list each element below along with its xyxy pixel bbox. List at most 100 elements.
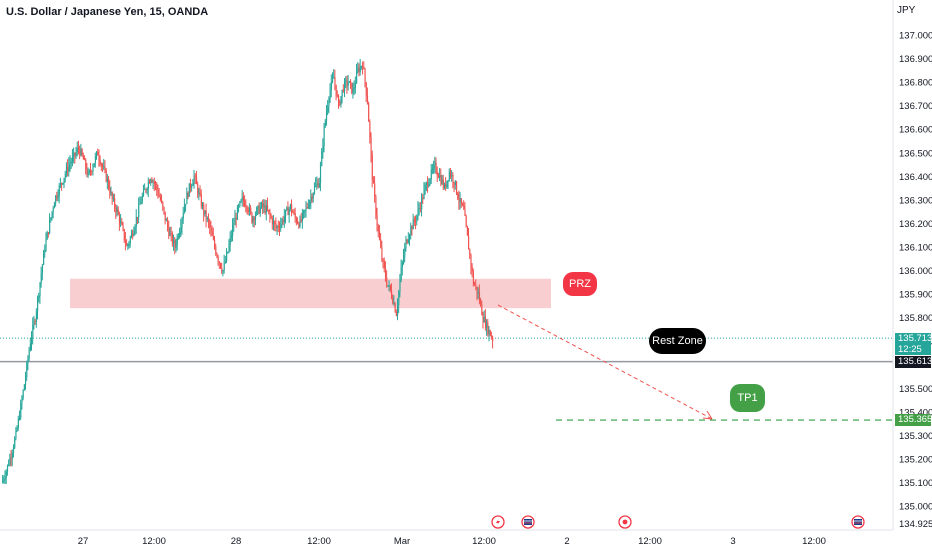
candle-body [37,297,39,312]
candle-body [491,335,493,338]
x-tick-label: 12:00 [307,536,331,547]
candle-body [169,233,171,236]
candle-body [357,68,359,72]
candle-body [194,175,196,177]
candle-body [63,178,65,184]
y-axis: 137.000 136.900 136.800 136.700 136.600 136.5… [892,0,932,530]
candle-body [73,152,75,157]
candle-body [108,178,110,188]
y-tick-label: 135.300 [899,431,932,442]
candle-body [475,285,477,287]
candle-body [299,219,301,227]
candle-body [394,303,396,312]
candle-body [181,218,183,227]
projection-arrow [497,304,713,420]
y-tick-label: 134.925 [899,519,932,530]
record-icon[interactable] [618,515,632,529]
candle-body [332,78,334,82]
candle-body [160,196,162,200]
candle-body [470,255,472,267]
candle-body [268,209,270,212]
candle-body [398,291,400,306]
x-axis: 27 12:00 28 12:00 Mar 12:00 2 12:00 3 12:00 [0,529,893,547]
candles [2,59,494,485]
candle-body [376,214,378,226]
candle-body [61,183,63,184]
candle-body [247,209,249,212]
candle-body [42,264,44,274]
candle-body [188,183,190,197]
candle-body [55,195,57,204]
rest-zone-badge[interactable]: Rest Zone [649,328,706,354]
candle-body [444,184,446,188]
y-tick-label: 136.900 [899,54,932,65]
candle-body [351,82,353,93]
candle-body [373,180,375,184]
candle-body [339,101,341,105]
tp1-badge[interactable]: TP1 [730,384,765,412]
candle-body [492,337,494,341]
candle-body [385,268,387,278]
candle-body [204,210,206,214]
flag-us-icon[interactable] [521,515,535,529]
candle-body [164,211,166,221]
candle-body [428,183,430,187]
prz-badge[interactable]: PRZ [563,272,597,296]
candle-body [196,176,198,185]
candle-body [146,189,148,191]
candle-body [448,171,450,181]
candle-body [166,220,168,222]
candle-body [58,185,60,196]
x-tick-label: 28 [231,536,242,547]
candle-body [432,169,434,171]
candle-body [147,181,149,190]
candle-body [359,66,361,72]
candle-body [468,235,470,250]
candle-body [7,465,9,472]
tp-price-tag: 135.365 [895,414,932,426]
candle-body [456,181,458,194]
candle-body [427,182,429,187]
candle-body [105,169,107,182]
candle-body [370,136,372,155]
candle-body [56,195,58,198]
candle-body [10,457,12,459]
candle-body [259,207,261,214]
candle-body [352,88,354,93]
candle-body [172,233,174,244]
candle-body [180,226,182,232]
candle-body [62,183,64,184]
candle-body [16,427,18,431]
candle-body [330,81,332,90]
candle-body [320,165,322,184]
projection-arrow-line[interactable] [497,304,713,420]
flag-us-icon-2[interactable] [851,515,865,529]
candle-body [441,179,443,184]
candle-body [279,227,281,229]
candle-body [193,175,195,184]
prz-zone[interactable] [70,278,551,309]
candle-body [184,205,186,213]
candle-body [377,225,379,232]
candle-body [49,220,51,234]
candle-body [258,205,260,214]
candle-body [399,280,401,292]
event-icons[interactable] [491,515,865,529]
candle-body [383,260,385,269]
y-tick-label: 135.900 [899,290,932,301]
flash-icon[interactable] [491,515,505,529]
x-tick-label: 12:00 [638,536,662,547]
candle-body [243,196,245,202]
candle-body [22,390,24,399]
candle-body [3,478,5,480]
candle-body [374,183,376,197]
candle-body [274,221,276,224]
candle-body [253,217,255,220]
line-layer [0,337,893,421]
candle-body [445,184,447,188]
y-tick-label: 136.500 [899,148,932,159]
candle-body [57,195,59,198]
candle-body [54,203,56,209]
candle-body [31,337,33,344]
